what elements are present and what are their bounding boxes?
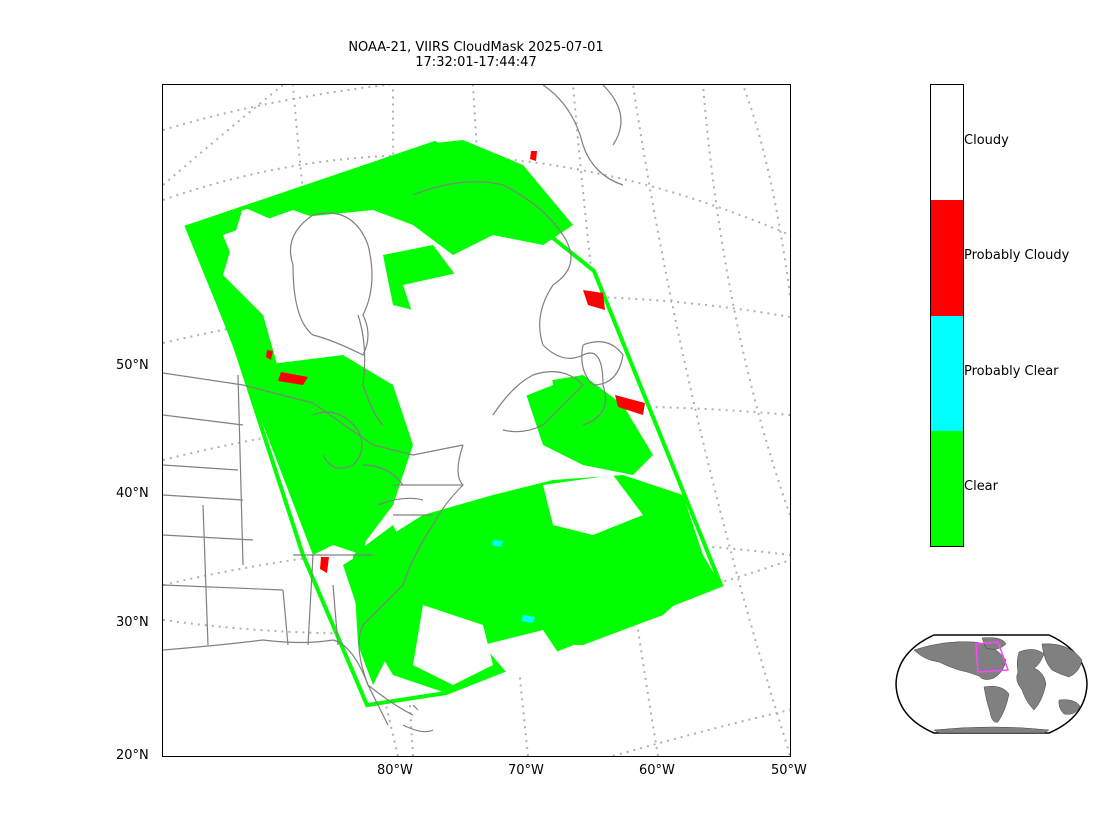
plot-title-line1: NOAA-21, VIIRS CloudMask 2025-07-01 (348, 40, 604, 55)
lat-label-40: 40°N (116, 486, 149, 501)
cloudy-region-gulf (413, 605, 493, 685)
inset-south-america (983, 686, 1010, 723)
lat-label-20: 20°N (116, 748, 149, 763)
colorbar-segment-probably-clear (931, 315, 963, 431)
lon-label-50: 50°W (771, 763, 807, 778)
colorbar-segment-cloudy (931, 85, 963, 201)
gridline-lat-45 (163, 405, 790, 461)
florida-coast (367, 684, 414, 716)
james-bay-coast (357, 314, 384, 426)
labrador-coast (412, 181, 607, 426)
cloudy-region-atlantic (543, 475, 643, 535)
cloudmask-swath (184, 140, 724, 708)
probably-clear-spot-2 (521, 615, 535, 623)
colorbar-segment-clear (931, 430, 963, 546)
probably-cloudy-spot-5 (266, 350, 273, 360)
gulf-coast (163, 639, 369, 686)
probably-cloudy-spot-3 (278, 372, 308, 385)
caribbean-islands (402, 704, 434, 733)
gridline-lon-90 (163, 85, 284, 186)
greenland-coast (542, 85, 624, 186)
great-lakes (312, 411, 424, 506)
gridline-lon-60 (632, 85, 790, 756)
gridline-lon-50 (742, 85, 790, 296)
colorbar-label-probably-cloudy: Probably Cloudy (964, 248, 1070, 263)
clear-region-maritimes (523, 375, 653, 475)
gridline-lat-60 (163, 85, 394, 131)
colorbar-label-probably-clear: Probably Clear (964, 364, 1059, 379)
probably-cloudy-spot-4 (530, 151, 537, 161)
clear-region-plains (263, 355, 413, 545)
plot-title-line2: 17:32:01-17:44:47 (415, 55, 537, 70)
colorbar-segment-probably-cloudy (931, 200, 963, 316)
hudson-bay-coast (289, 212, 373, 356)
state-borders-west (163, 374, 289, 646)
colorbar (930, 84, 964, 547)
inset-australia (1058, 699, 1081, 715)
lat-label-50: 50°N (116, 358, 149, 373)
us-canada-border (163, 372, 464, 456)
maritimes-coast (492, 371, 584, 433)
cloudy-region-labrador (403, 265, 553, 405)
lon-label-60: 60°W (639, 763, 675, 778)
plot-title: NOAA-21, VIIRS CloudMask 2025-07-01 17:3… (226, 40, 726, 70)
probably-cloudy-spot-1 (583, 290, 605, 310)
state-borders-east (293, 484, 463, 646)
gridline-lon-55 (702, 85, 790, 516)
probably-clear-spot-1 (492, 540, 503, 547)
gridline-lat-50 (163, 295, 790, 344)
probably-cloudy-spot-2 (615, 395, 645, 415)
probably-cloudy-spot-6 (320, 557, 329, 573)
lon-label-80: 80°W (377, 763, 413, 778)
lon-label-70: 70°W (508, 763, 544, 778)
inset-land (913, 637, 1083, 734)
colorbar-label-clear: Clear (964, 479, 998, 494)
lat-label-30: 30°N (116, 615, 149, 630)
gridline-lat-20 (612, 709, 790, 756)
inset-europe-africa (1016, 649, 1047, 711)
map-canvas (163, 85, 790, 756)
clear-region-north (243, 140, 573, 255)
cloudy-region-ocean-south (483, 630, 563, 680)
cloudy-region-hudson (223, 210, 378, 325)
colorbar-label-cloudy: Cloudy (964, 133, 1009, 148)
inset-antarctica (933, 726, 1050, 734)
inset-north-america (913, 641, 1007, 680)
newfoundland-coast (581, 341, 624, 386)
map-panel (162, 84, 791, 757)
globe-inset-map (895, 634, 1088, 734)
coastlines-and-borders (163, 85, 624, 733)
inset-asia (1041, 643, 1083, 678)
inset-swath-highlight (975, 641, 1010, 673)
